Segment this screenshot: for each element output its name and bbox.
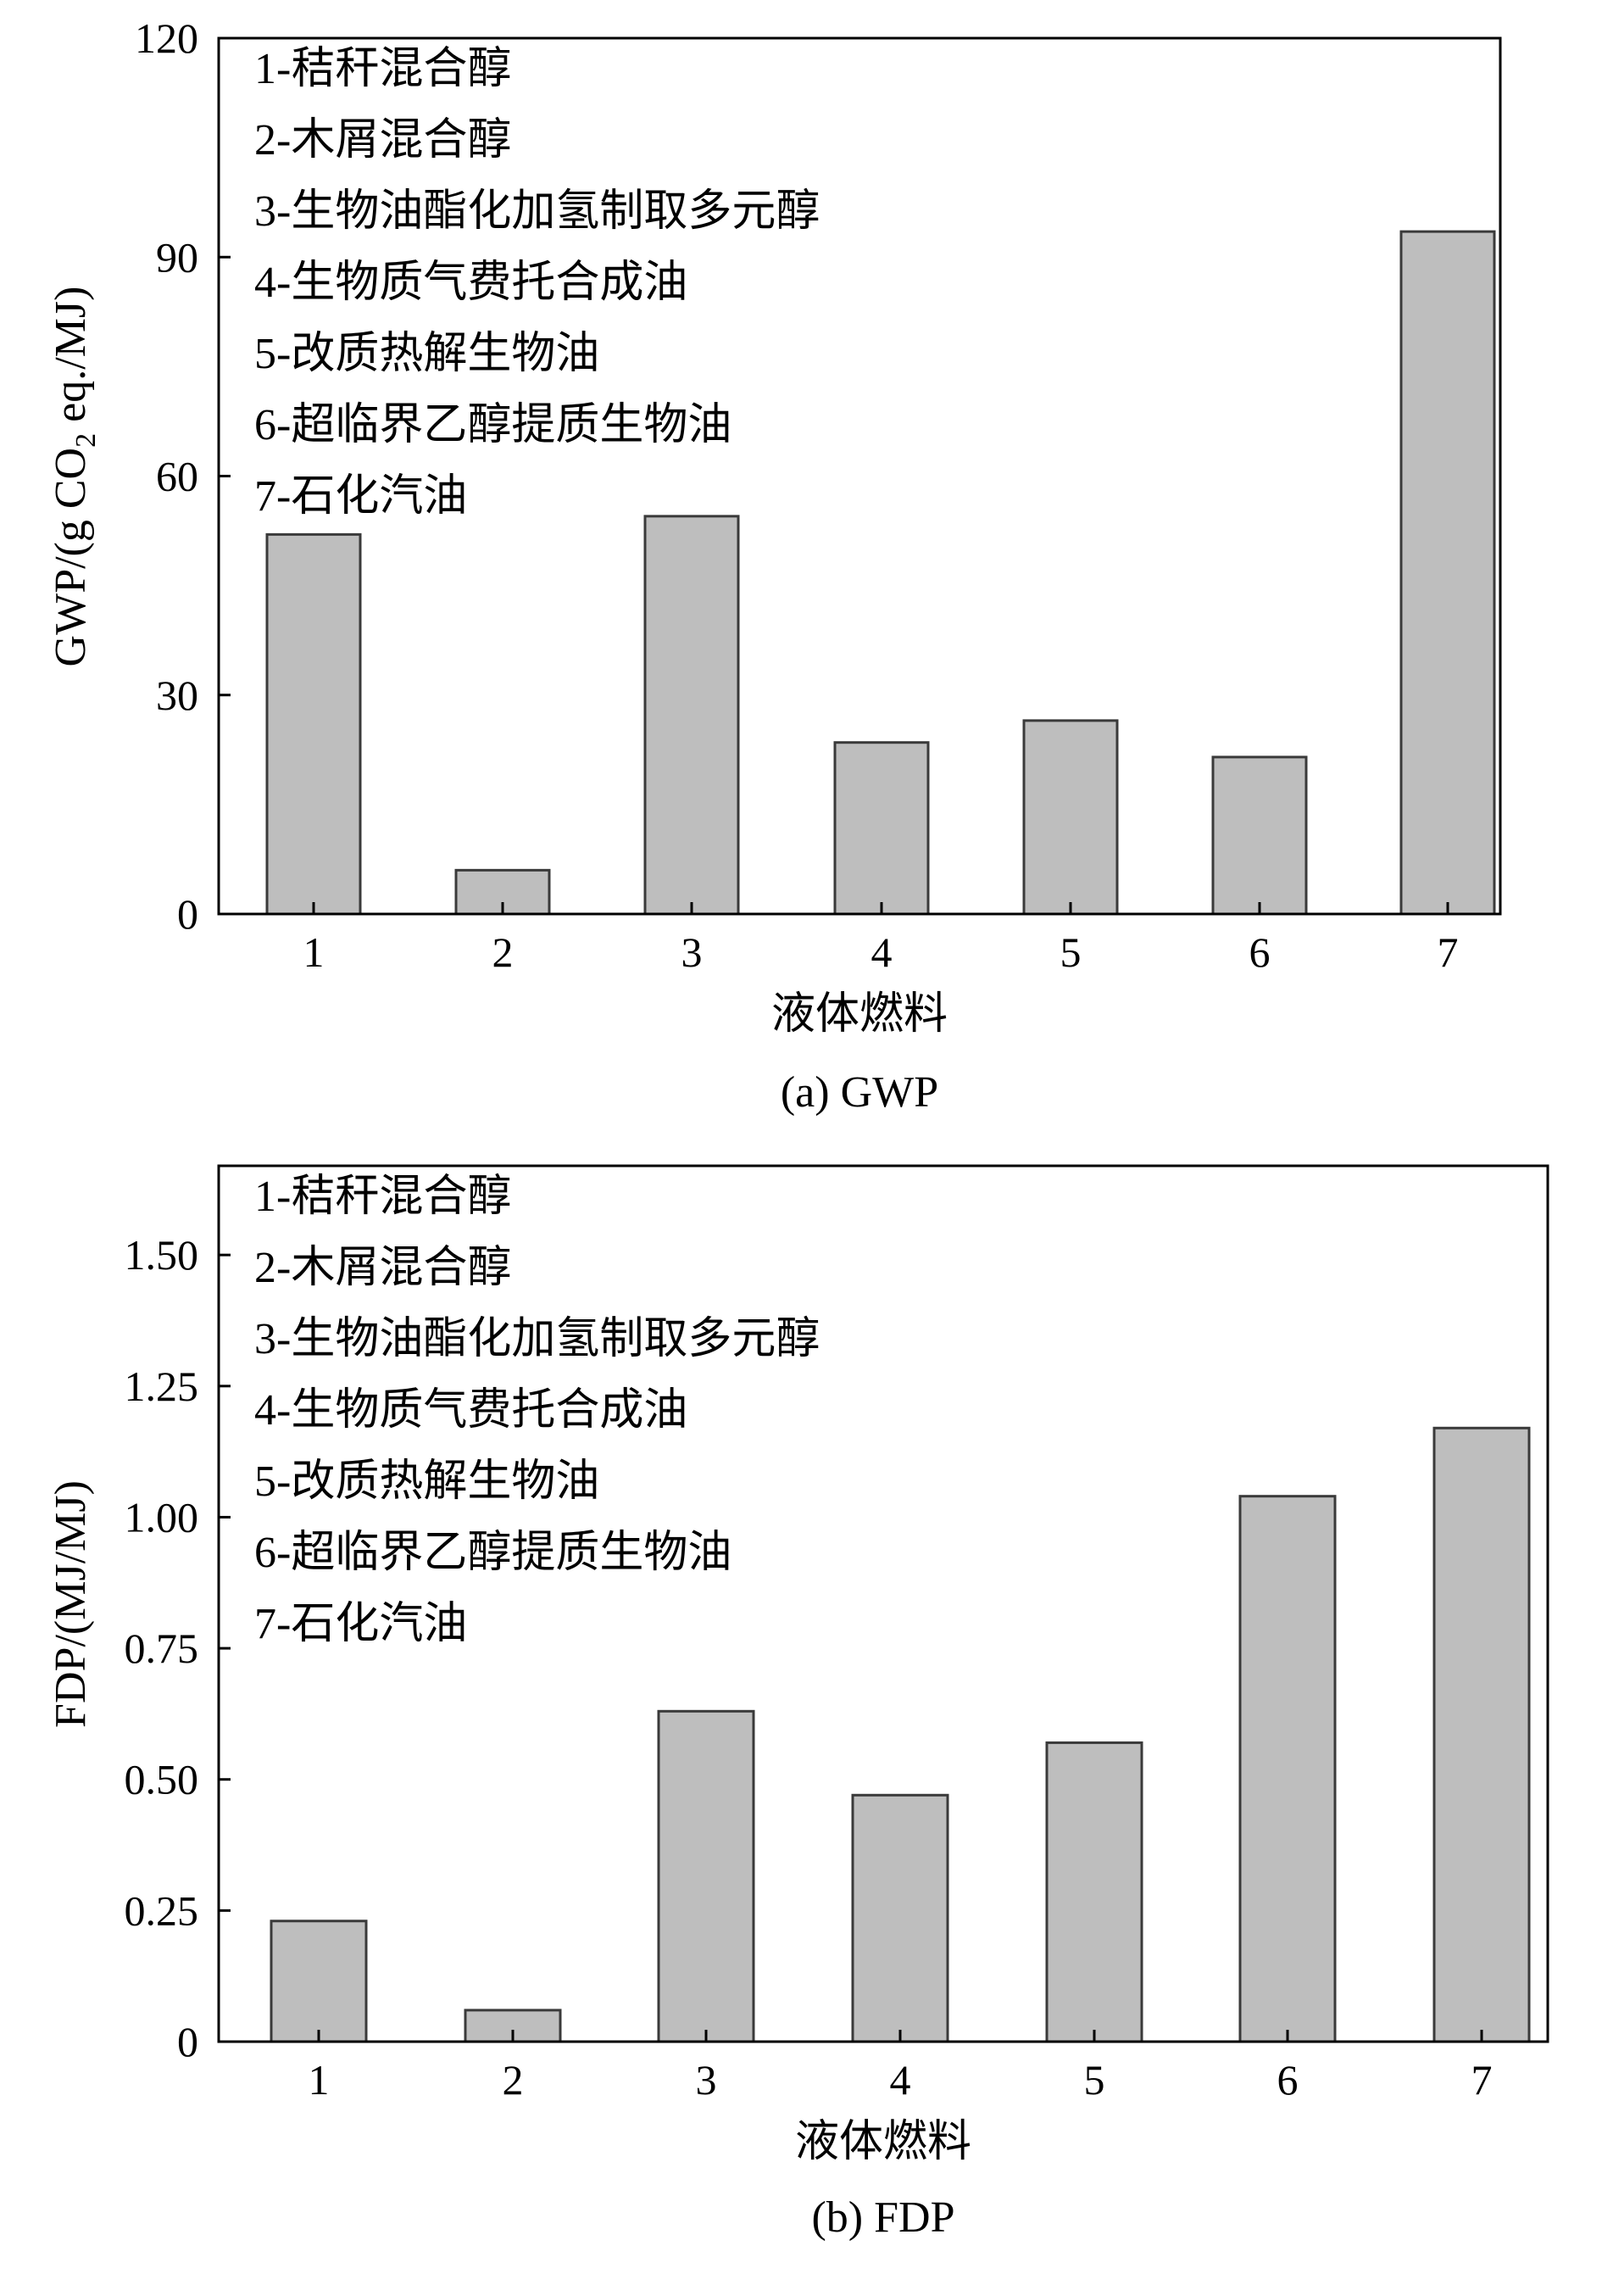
gwp-chart: 0 30 60 90 120 1 2 3 4 5 6 7 1-秸秆混合醇 2-木屑混合醇 3-生物油酯化… (47, 14, 1502, 1117)
gwp-bars (265, 230, 1496, 916)
fdp-y-tick-label: 0.75 (125, 1624, 199, 1672)
fdp-legend: 1-秸秆混合醇 2-木屑混合醇 3-生物油酯化加氢制取多元醇 4-生物质气费托合成油 5… (254, 1173, 820, 1648)
gwp-x-tick-label: 3 (681, 928, 703, 976)
fdp-legend-entry: 3-生物油酯化加氢制取多元醇 (254, 1315, 820, 1363)
gwp-x-tick-label: 2 (492, 928, 514, 976)
fdp-y-tick-label: 0 (177, 2018, 198, 2065)
gwp-y-tick-label: 0 (177, 890, 198, 938)
gwp-x-tick-label: 6 (1249, 928, 1271, 976)
fdp-bar-1 (270, 1920, 368, 2043)
fdp-y-tick-label: 1.50 (125, 1231, 199, 1279)
gwp-legend-entry: 3-生物油酯化加氢制取多元醇 (254, 187, 820, 236)
gwp-bar-7 (1399, 230, 1496, 916)
fdp-y-axis-title: FDP/(MJ/MJ) (47, 1480, 95, 1728)
gwp-x-tick-label: 5 (1060, 928, 1082, 976)
gwp-y-axis-title: GWP/(g CO2 eq./MJ) (47, 287, 102, 667)
gwp-x-tick-label: 1 (303, 928, 325, 976)
gwp-y-tick-label: 30 (156, 672, 198, 719)
fdp-caption: (b) FDP (811, 2193, 954, 2242)
fdp-legend-entry: 7-石化汽油 (254, 1600, 467, 1648)
fdp-y-tick-label: 0.50 (125, 1756, 199, 1803)
fdp-x-tick-label: 5 (1084, 2056, 1105, 2104)
fdp-legend-entry: 6-超临界乙醇提质生物油 (254, 1529, 731, 1577)
fdp-bar-3 (657, 1709, 755, 2043)
fdp-y-tick-label: 0.25 (125, 1886, 199, 1934)
fdp-x-tick-label: 3 (696, 2056, 717, 2104)
gwp-caption: (a) GWP (781, 1068, 938, 1117)
fdp-x-axis-title: 液体燃料 (795, 2118, 971, 2166)
fdp-x-tick-label: 1 (309, 2056, 330, 2104)
gwp-bar-5 (1022, 719, 1119, 916)
fdp-legend-entry: 2-木屑混合醇 (254, 1244, 511, 1292)
gwp-legend-entry: 4-生物质气费托合成油 (254, 259, 687, 307)
gwp-legend-entry: 5-改质热解生物油 (254, 330, 599, 378)
fdp-chart: 0 0.25 0.50 0.75 1.00 1.25 1.50 1 2 3 4 5 6 7 1-秸秆混合… (47, 1164, 1549, 2242)
gwp-bar-4 (833, 741, 930, 916)
gwp-bar-1 (265, 532, 362, 916)
gwp-bar-6 (1211, 755, 1308, 916)
fdp-bars (270, 1426, 1531, 2043)
gwp-y-axis: 0 30 60 90 120 (135, 14, 231, 938)
gwp-y-tick-label: 90 (156, 233, 198, 281)
fdp-x-tick-label: 7 (1471, 2056, 1493, 2104)
gwp-bar-3 (643, 515, 740, 916)
fdp-bar-4 (851, 1793, 949, 2043)
fdp-y-tick-label: 1.25 (125, 1363, 199, 1410)
gwp-legend: 1-秸秆混合醇 2-木屑混合醇 3-生物油酯化加氢制取多元醇 4-生物质气费托合成油 5… (254, 45, 820, 521)
fdp-y-axis: 0 0.25 0.50 0.75 1.00 1.25 1.50 (125, 1231, 231, 2065)
gwp-y-tick-label: 120 (135, 14, 198, 62)
fdp-bar-6 (1238, 1495, 1337, 2043)
fdp-x-tick-label: 6 (1277, 2056, 1299, 2104)
gwp-x-axis: 1 2 3 4 5 6 7 (303, 902, 1459, 976)
fdp-bar-7 (1432, 1426, 1531, 2043)
fdp-legend-entry: 1-秸秆混合醇 (254, 1173, 511, 1221)
fdp-bar-5 (1045, 1741, 1143, 2043)
gwp-legend-entry: 1-秸秆混合醇 (254, 45, 511, 93)
fdp-x-axis: 1 2 3 4 5 6 7 (309, 2030, 1493, 2104)
fdp-y-tick-label: 1.00 (125, 1493, 199, 1541)
fdp-legend-entry: 4-生物质气费托合成油 (254, 1386, 687, 1435)
fdp-plot-frame (217, 1164, 1549, 2043)
gwp-y-tick-label: 60 (156, 453, 198, 500)
gwp-legend-entry: 7-石化汽油 (254, 472, 467, 521)
gwp-legend-entry: 6-超临界乙醇提质生物油 (254, 401, 731, 449)
fdp-legend-entry: 5-改质热解生物油 (254, 1457, 599, 1506)
gwp-x-axis-title: 液体燃料 (771, 990, 948, 1039)
fdp-x-tick-label: 2 (503, 2056, 524, 2104)
gwp-x-tick-label: 4 (871, 928, 893, 976)
gwp-legend-entry: 2-木屑混合醇 (254, 116, 511, 164)
fdp-x-tick-label: 4 (890, 2056, 911, 2104)
gwp-x-tick-label: 7 (1438, 928, 1459, 976)
